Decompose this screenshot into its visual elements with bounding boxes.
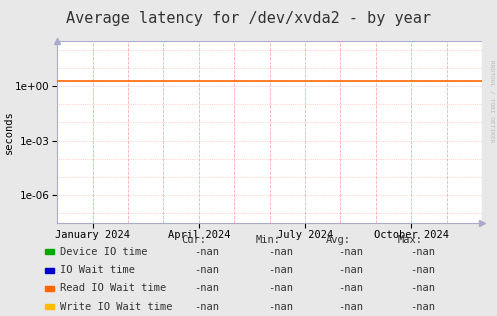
Text: -nan: -nan <box>194 283 219 293</box>
Text: Cur:: Cur: <box>181 235 206 246</box>
Text: -nan: -nan <box>338 265 363 275</box>
Text: Read IO Wait time: Read IO Wait time <box>60 283 166 293</box>
Text: -nan: -nan <box>410 283 435 293</box>
Text: IO Wait time: IO Wait time <box>60 265 135 275</box>
Text: -nan: -nan <box>410 265 435 275</box>
Text: -nan: -nan <box>268 246 293 257</box>
Text: Avg:: Avg: <box>326 235 350 246</box>
Text: -nan: -nan <box>268 301 293 312</box>
Text: -nan: -nan <box>194 301 219 312</box>
Text: -nan: -nan <box>410 301 435 312</box>
Text: Device IO time: Device IO time <box>60 246 147 257</box>
Text: Max:: Max: <box>398 235 422 246</box>
Text: -nan: -nan <box>410 246 435 257</box>
Y-axis label: seconds: seconds <box>3 110 13 154</box>
Text: Write IO Wait time: Write IO Wait time <box>60 301 172 312</box>
Text: -nan: -nan <box>338 301 363 312</box>
Text: -nan: -nan <box>268 265 293 275</box>
Text: -nan: -nan <box>268 283 293 293</box>
Text: Min:: Min: <box>256 235 281 246</box>
Text: -nan: -nan <box>194 246 219 257</box>
Text: -nan: -nan <box>338 283 363 293</box>
Text: Average latency for /dev/xvda2 - by year: Average latency for /dev/xvda2 - by year <box>66 11 431 26</box>
Text: -nan: -nan <box>338 246 363 257</box>
Text: -nan: -nan <box>194 265 219 275</box>
Text: RRDTOOL / TOBI OETIKER: RRDTOOL / TOBI OETIKER <box>490 60 495 143</box>
